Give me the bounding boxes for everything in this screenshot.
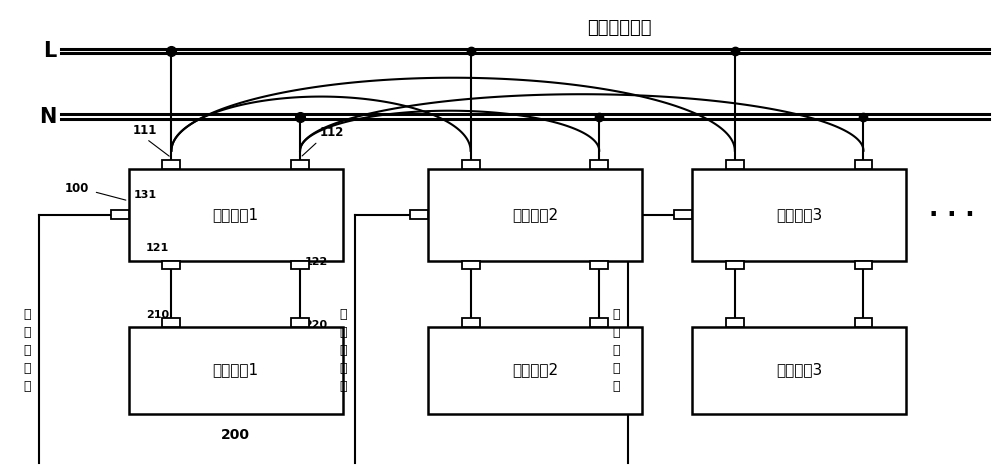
Text: 电控开关2: 电控开关2 [512, 207, 558, 222]
FancyBboxPatch shape [726, 318, 744, 327]
Text: · · ·: · · · [929, 202, 974, 227]
FancyBboxPatch shape [726, 261, 744, 269]
FancyBboxPatch shape [291, 318, 309, 327]
FancyBboxPatch shape [462, 160, 480, 169]
Text: 122: 122 [305, 257, 328, 267]
Text: 100: 100 [64, 182, 89, 195]
Text: 交流电源总线: 交流电源总线 [587, 19, 652, 36]
FancyBboxPatch shape [162, 261, 180, 269]
Text: 交流负载3: 交流负载3 [776, 363, 822, 378]
FancyBboxPatch shape [129, 327, 343, 414]
Text: 控
制
信
号
线: 控 制 信 号 线 [340, 308, 347, 392]
FancyBboxPatch shape [692, 169, 906, 261]
Text: 电控开关3: 电控开关3 [776, 207, 822, 222]
Text: 控
制
信
号
线: 控 制 信 号 线 [612, 308, 619, 392]
Text: 112: 112 [320, 127, 344, 139]
Text: 控
制
信
号
线: 控 制 信 号 线 [24, 308, 31, 392]
FancyBboxPatch shape [855, 160, 872, 169]
Text: 121: 121 [146, 243, 169, 253]
FancyBboxPatch shape [726, 160, 744, 169]
Text: 210: 210 [146, 310, 169, 320]
Text: 220: 220 [304, 319, 327, 329]
FancyBboxPatch shape [692, 327, 906, 414]
FancyBboxPatch shape [428, 169, 642, 261]
FancyBboxPatch shape [162, 160, 180, 169]
FancyBboxPatch shape [428, 327, 642, 414]
FancyBboxPatch shape [291, 261, 309, 269]
FancyBboxPatch shape [410, 210, 428, 219]
FancyBboxPatch shape [111, 210, 129, 219]
Text: 电控开关1: 电控开关1 [213, 207, 259, 222]
Text: L: L [43, 41, 56, 61]
Text: N: N [39, 107, 56, 127]
FancyBboxPatch shape [590, 318, 608, 327]
FancyBboxPatch shape [291, 160, 309, 169]
FancyBboxPatch shape [855, 261, 872, 269]
FancyBboxPatch shape [129, 169, 343, 261]
FancyBboxPatch shape [162, 318, 180, 327]
FancyBboxPatch shape [462, 318, 480, 327]
FancyBboxPatch shape [590, 160, 608, 169]
FancyBboxPatch shape [590, 261, 608, 269]
FancyBboxPatch shape [674, 210, 692, 219]
Text: 131: 131 [134, 191, 157, 201]
FancyBboxPatch shape [855, 318, 872, 327]
Text: 交流负载1: 交流负载1 [213, 363, 259, 378]
Text: 交流负载2: 交流负载2 [512, 363, 558, 378]
Text: 200: 200 [221, 428, 250, 442]
FancyBboxPatch shape [462, 261, 480, 269]
Text: 111: 111 [132, 124, 157, 137]
